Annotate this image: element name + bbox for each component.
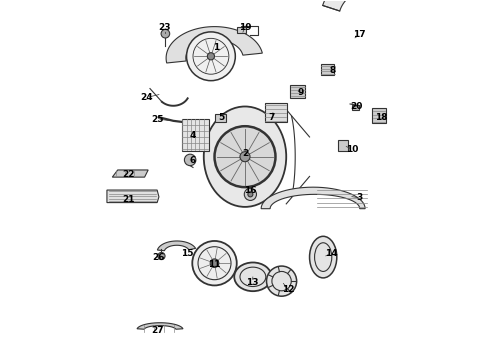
Text: 8: 8 bbox=[330, 66, 336, 75]
Text: 1: 1 bbox=[213, 43, 220, 52]
Text: 20: 20 bbox=[350, 102, 363, 111]
Text: 11: 11 bbox=[208, 260, 221, 269]
Text: 10: 10 bbox=[346, 145, 359, 154]
Bar bbox=[372, 108, 386, 123]
Polygon shape bbox=[166, 27, 262, 63]
Text: 16: 16 bbox=[244, 186, 257, 195]
Text: 27: 27 bbox=[151, 326, 164, 335]
Text: 22: 22 bbox=[122, 170, 135, 179]
Circle shape bbox=[158, 252, 165, 260]
Text: 19: 19 bbox=[239, 23, 251, 32]
Text: 15: 15 bbox=[181, 249, 194, 258]
Bar bbox=[351, 105, 359, 110]
Text: 24: 24 bbox=[140, 93, 153, 102]
Ellipse shape bbox=[310, 236, 337, 278]
Text: 25: 25 bbox=[151, 114, 163, 123]
Polygon shape bbox=[261, 187, 365, 209]
Polygon shape bbox=[157, 241, 196, 251]
Circle shape bbox=[248, 192, 253, 197]
Bar bbox=[290, 85, 305, 98]
Circle shape bbox=[184, 154, 196, 166]
Text: 14: 14 bbox=[325, 249, 338, 258]
Bar bbox=[265, 103, 287, 122]
Polygon shape bbox=[137, 323, 183, 329]
Polygon shape bbox=[107, 190, 159, 203]
Text: 9: 9 bbox=[297, 87, 304, 96]
Circle shape bbox=[187, 32, 235, 81]
Text: 5: 5 bbox=[219, 113, 225, 122]
Text: 26: 26 bbox=[153, 253, 165, 262]
Ellipse shape bbox=[204, 107, 286, 207]
Circle shape bbox=[240, 152, 250, 162]
Text: 12: 12 bbox=[282, 285, 294, 294]
Text: 13: 13 bbox=[246, 278, 258, 287]
Text: 23: 23 bbox=[158, 23, 171, 32]
Text: 4: 4 bbox=[190, 131, 196, 140]
Circle shape bbox=[215, 126, 275, 187]
Bar bbox=[181, 119, 210, 150]
Bar bbox=[237, 27, 246, 33]
Circle shape bbox=[192, 241, 237, 285]
Ellipse shape bbox=[234, 262, 271, 291]
Circle shape bbox=[207, 53, 215, 60]
Circle shape bbox=[267, 266, 296, 296]
Circle shape bbox=[210, 259, 219, 267]
Bar bbox=[215, 114, 226, 122]
Text: 18: 18 bbox=[375, 113, 388, 122]
Bar bbox=[320, 64, 334, 75]
Circle shape bbox=[245, 188, 256, 201]
Circle shape bbox=[161, 30, 170, 38]
Polygon shape bbox=[323, 0, 364, 11]
Text: 21: 21 bbox=[122, 195, 135, 204]
Text: 3: 3 bbox=[357, 193, 363, 202]
Text: 7: 7 bbox=[269, 113, 275, 122]
Text: 17: 17 bbox=[353, 30, 366, 39]
Polygon shape bbox=[112, 170, 148, 177]
Bar bbox=[338, 140, 348, 150]
Text: 6: 6 bbox=[190, 156, 196, 165]
Text: 2: 2 bbox=[242, 149, 248, 158]
